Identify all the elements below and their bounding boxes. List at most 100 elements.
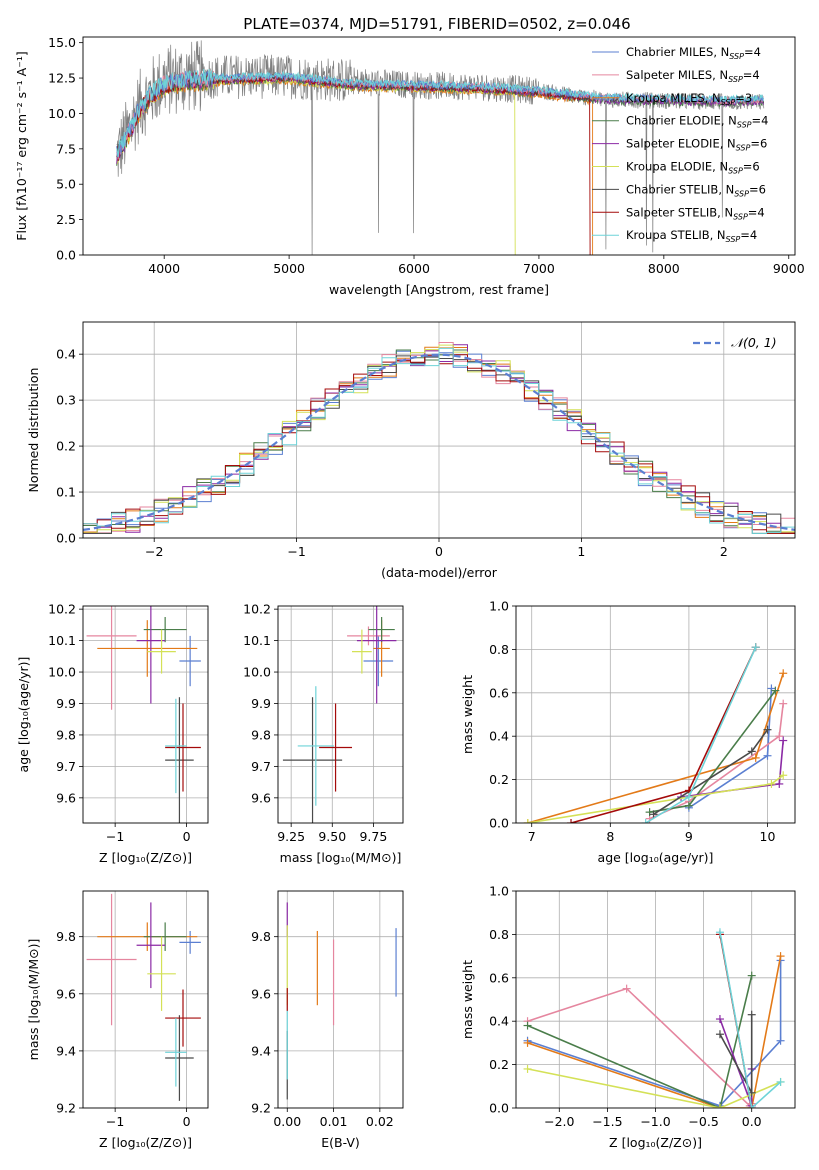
x-tick-label: 9.25 (277, 829, 305, 844)
weight-line-c4 (649, 703, 784, 820)
y-tick-label: 0.6 (489, 685, 509, 700)
x-tick-label: 0 (183, 829, 191, 844)
x-tick-label: 9.75 (359, 829, 387, 844)
y-tick-label: 9.8 (251, 929, 271, 944)
x-tick-label: 10 (760, 829, 776, 844)
x-axis-label: age [log₁₀(age/yr)] (598, 850, 714, 865)
y-axis-label: mass [log₁₀(M/M⊙)] (26, 939, 41, 1061)
weight-line-c9 (719, 932, 782, 1108)
y-tick-label: 0.4 (489, 729, 509, 744)
y-tick-label: 5.0 (56, 177, 76, 192)
panel-age-vs-mass: 9.25 9.50 9.75 9.6 9.7 9.8 9.9 10.0 10.1 10.2 mass… (243, 602, 404, 865)
legend-label: Chabrier ELODIE, NSSP=4 (626, 114, 768, 130)
x-axis-label: (data-model)/error (381, 565, 498, 580)
y-tick-label: 0.4 (56, 347, 76, 362)
y-axis-label: Normed distribution (26, 368, 41, 493)
model-spectrum-c4 (116, 70, 764, 160)
y-tick-label: 9.9 (251, 696, 271, 711)
y-tick-label: 0.8 (489, 642, 509, 657)
plot-area (516, 891, 795, 1108)
y-axis-label: mass weight (460, 960, 475, 1039)
legend-label: Kroupa ELODIE, NSSP=6 (626, 160, 760, 176)
y-tick-label: 0.8 (489, 927, 509, 942)
plot-area (83, 606, 208, 823)
panel-mass-vs-Z: −1 0 9.2 9.4 9.6 9.8 Z [log₁₀(Z/Z⊙)] mass [log₁… (26, 890, 209, 1150)
x-axis-label: Z [log₁₀(Z/Z⊙)] (609, 1135, 702, 1150)
y-tick-label: 10.0 (48, 665, 76, 680)
x-tick-label: 9000 (773, 261, 805, 276)
axes-frame (82, 890, 209, 1109)
y-tick-label: 0.1 (56, 485, 76, 500)
y-tick-label: 0.2 (489, 772, 509, 787)
plot-area (83, 322, 795, 538)
y-tick-label: 0.3 (56, 393, 76, 408)
y-tick-label: 9.7 (56, 759, 76, 774)
weight-line-c4 (527, 987, 753, 1107)
x-tick-label: 0.02 (366, 1114, 394, 1129)
y-axis-label: Flux [fλ10⁻¹⁷ erg cm⁻² s⁻¹ A⁻¹] (14, 51, 29, 240)
model-spectrum-c2 (116, 74, 594, 255)
x-tick-label: −1.5 (592, 1114, 622, 1129)
y-tick-label: 9.6 (56, 790, 76, 805)
y-tick-label: 9.6 (251, 986, 271, 1001)
x-axis-label: Z [log₁₀(Z/Z⊙)] (99, 1135, 192, 1150)
y-tick-label: 9.4 (56, 1043, 76, 1058)
axes-frame (277, 605, 404, 824)
y-tick-label: 0.2 (56, 439, 76, 454)
y-tick-label: 9.6 (56, 986, 76, 1001)
x-tick-label: 5000 (273, 261, 305, 276)
axes-frame (515, 890, 796, 1109)
axes-frame (82, 36, 796, 256)
legend-label: Kroupa MILES, NSSP=3 (626, 91, 752, 107)
weight-line-c2 (527, 673, 784, 823)
y-tick-label: 1.0 (489, 884, 509, 899)
legend-label: Salpeter ELODIE, NSSP=6 (626, 137, 767, 153)
panel-mass-vs-EBV: 0.00 0.01 0.02 9.2 9.4 9.6 9.8 E(B-V) (251, 890, 404, 1150)
x-tick-label: 0.01 (320, 1114, 348, 1129)
x-tick-label: 8000 (648, 261, 680, 276)
y-tick-label: 10.1 (243, 633, 271, 648)
x-tick-label: 7 (528, 829, 536, 844)
y-tick-label: 9.8 (251, 727, 271, 742)
weight-line-c3 (527, 975, 753, 1108)
y-tick-label: 1.0 (489, 599, 509, 614)
x-tick-label: 0.0 (742, 1114, 762, 1129)
y-tick-label: 9.9 (56, 696, 76, 711)
axes-frame (515, 605, 796, 824)
legend-label: Chabrier STELIB, NSSP=6 (626, 182, 766, 198)
axes-frame (82, 605, 209, 824)
y-tick-label: 15.0 (48, 35, 76, 50)
y-tick-label: 9.2 (251, 1101, 271, 1116)
legend-label: Salpeter STELIB, NSSP=4 (626, 205, 765, 221)
plot-area (516, 606, 795, 823)
y-tick-label: 9.2 (56, 1101, 76, 1116)
weight-line-c2 (527, 955, 782, 1108)
histogram-c9 (83, 347, 795, 538)
plot-area (116, 40, 765, 255)
y-tick-label: 0.4 (489, 1014, 509, 1029)
plot-area (83, 891, 208, 1108)
y-tick-label: 9.8 (56, 929, 76, 944)
y-tick-label: 0.0 (489, 1101, 509, 1116)
x-tick-label: 9 (685, 829, 693, 844)
x-tick-label: 8 (606, 829, 614, 844)
x-tick-label: 2 (720, 544, 728, 559)
x-tick-label: −1 (106, 829, 124, 844)
weight-line-c8 (570, 646, 757, 823)
y-tick-label: 9.8 (56, 727, 76, 742)
plot-area (278, 606, 403, 823)
weight-line-c6 (527, 774, 784, 823)
y-tick-label: 2.5 (56, 212, 76, 227)
y-tick-label: 0.6 (489, 970, 509, 985)
x-tick-label: 1 (577, 544, 585, 559)
y-tick-label: 7.5 (56, 141, 76, 156)
y-tick-label: 9.7 (251, 759, 271, 774)
y-tick-label: 10.1 (48, 633, 76, 648)
legend-label: Kroupa STELIB, NSSP=4 (626, 228, 757, 244)
x-tick-label: −1 (106, 1114, 124, 1129)
y-tick-label: 10.0 (48, 106, 76, 121)
model-spectrum-c8 (116, 71, 591, 255)
y-tick-label: 10.0 (243, 665, 271, 680)
x-axis-label: E(B-V) (321, 1135, 360, 1150)
